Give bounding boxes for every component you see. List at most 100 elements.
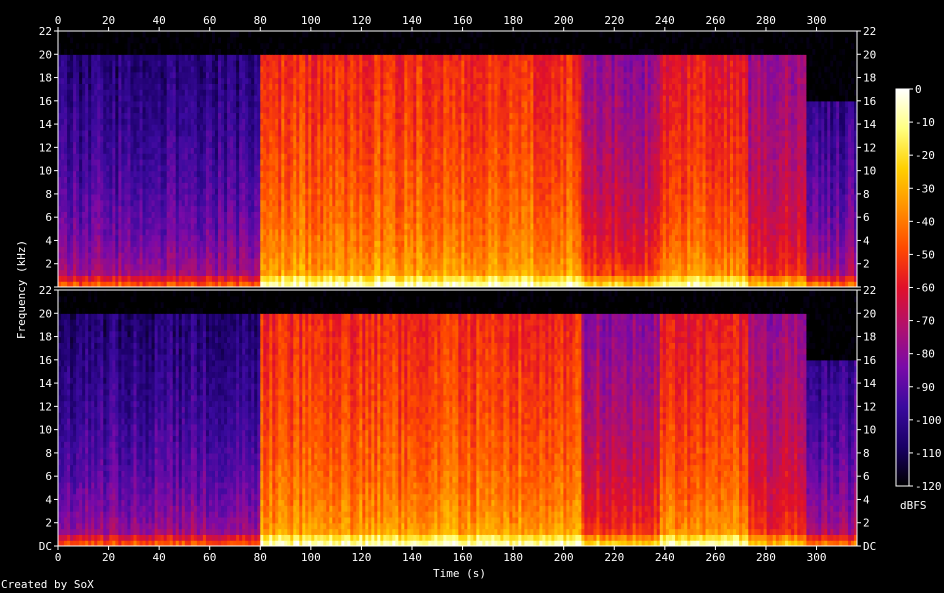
- y-tick-label-left: 20: [39, 48, 52, 61]
- y-tick-label-left: 12: [39, 400, 52, 413]
- y-tick-label-left: 18: [39, 331, 52, 344]
- y-tick-label-left: 16: [39, 95, 52, 108]
- colorbar-tick-label: -110: [915, 447, 942, 460]
- y-tick-label-right: 14: [863, 377, 877, 390]
- x-tick-label-top: 160: [453, 14, 473, 27]
- x-tick-label-bottom: 60: [203, 551, 216, 564]
- x-tick-label-bottom: 260: [705, 551, 725, 564]
- y-tick-label-right: 20: [863, 48, 876, 61]
- x-tick-label-top: 120: [351, 14, 371, 27]
- y-tick-label-left: DC: [39, 540, 52, 553]
- x-tick-label-bottom: 240: [655, 551, 675, 564]
- y-tick-label-left: 2: [45, 517, 52, 530]
- y-tick-label-right: 14: [863, 118, 877, 131]
- channel-2-plot: [58, 290, 857, 546]
- y-tick-label-right: 6: [863, 211, 870, 224]
- y-tick-label-left: 8: [45, 447, 52, 460]
- x-tick-label-bottom: 300: [807, 551, 827, 564]
- footer-credit: Created by SoX: [1, 578, 94, 591]
- x-tick-label-bottom: 80: [254, 551, 267, 564]
- y-tick-label-left: 6: [45, 211, 52, 224]
- x-tick-label-top: 300: [807, 14, 827, 27]
- colorbar-tick-label: -90: [915, 381, 935, 394]
- y-tick-label-left: 14: [39, 377, 53, 390]
- x-tick-label-bottom: 160: [453, 551, 473, 564]
- x-tick-label-bottom: 280: [756, 551, 776, 564]
- x-tick-label-top: 40: [153, 14, 166, 27]
- y-tick-label-right: 18: [863, 331, 876, 344]
- channel-1-frame: [57, 30, 858, 288]
- channel-2-segment-0: [58, 290, 261, 546]
- x-tick-label-bottom: 180: [503, 551, 523, 564]
- colorbar: [896, 89, 909, 486]
- y-tick-label-right: 8: [863, 188, 870, 201]
- channel-2-segment-3: [659, 290, 749, 546]
- x-tick-label-top: 260: [705, 14, 725, 27]
- x-tick-label-top: 20: [102, 14, 115, 27]
- channel-1-plot: [58, 31, 857, 287]
- y-tick-label-left: 12: [39, 141, 52, 154]
- y-tick-label-right: 6: [863, 470, 870, 483]
- channel-1-segment-2: [581, 31, 661, 287]
- y-tick-label-right: 10: [863, 424, 876, 437]
- y-tick-label-right: 8: [863, 447, 870, 460]
- channel-2-frame: [57, 289, 858, 547]
- channel-1-segment-0: [58, 31, 261, 287]
- y-tick-label-left: 4: [45, 234, 52, 247]
- y-tick-label-right: 22: [863, 284, 876, 297]
- channel-2-segment-2: [581, 290, 661, 546]
- x-tick-label-top: 200: [554, 14, 574, 27]
- channel-1-segment-3: [659, 31, 749, 287]
- colorbar-tick-label: -40: [915, 215, 935, 228]
- x-tick-label-top: 280: [756, 14, 776, 27]
- y-tick-label-left: 18: [39, 72, 52, 85]
- y-axis-title: Frequency (kHz): [15, 240, 28, 339]
- y-tick-label-right: 10: [863, 165, 876, 178]
- y-tick-label-left: 4: [45, 493, 52, 506]
- y-tick-label-left: 22: [39, 284, 52, 297]
- colorbar-tick-label: -30: [915, 182, 935, 195]
- y-tick-label-right: 2: [863, 258, 870, 271]
- x-tick-label-bottom: 120: [351, 551, 371, 564]
- x-tick-label-top: 100: [301, 14, 321, 27]
- x-tick-label-bottom: 200: [554, 551, 574, 564]
- colorbar-tick-label: 0: [915, 83, 922, 96]
- y-tick-label-right: 16: [863, 95, 876, 108]
- y-tick-label-right: 4: [863, 493, 870, 506]
- x-tick-label-top: 80: [254, 14, 267, 27]
- channel-1-segment-1: [260, 31, 582, 287]
- colorbar-ticks: 0 -10 -20 -30 -40 -50 -60 -70 -80 -90 -100 -110 -120: [895, 83, 942, 493]
- y-tick-label-left: 6: [45, 470, 52, 483]
- x-tick-label-bottom: 20: [102, 551, 115, 564]
- y-tick-label-right: DC: [863, 540, 876, 553]
- x-tick-label-bottom: 40: [153, 551, 166, 564]
- colorbar-tick-label: -100: [915, 414, 942, 427]
- colorbar-tick-label: -10: [915, 116, 935, 129]
- y-tick-label-left: 20: [39, 307, 52, 320]
- colorbar-tick-label: -50: [915, 248, 935, 261]
- y-tick-label-right: 4: [863, 234, 870, 247]
- y-tick-label-left: 10: [39, 165, 52, 178]
- x-axis-title: Time (s): [433, 567, 486, 580]
- y-tick-label-left: 8: [45, 188, 52, 201]
- y-tick-label-right: 18: [863, 72, 876, 85]
- channel-1-segment-5: [806, 31, 857, 287]
- y-tick-label-right: 12: [863, 400, 876, 413]
- x-tick-label-top: 140: [402, 14, 422, 27]
- y-tick-label-left: 14: [39, 118, 53, 131]
- colorbar-tick-label: -60: [915, 282, 935, 295]
- x-tick-label-top: 220: [604, 14, 624, 27]
- y-tick-label-right: 20: [863, 307, 876, 320]
- colorbar-tick-label: -120: [915, 480, 942, 493]
- x-tick-label-top: 180: [503, 14, 523, 27]
- channel-2-segment-5: [806, 290, 857, 546]
- y-tick-label-right: 12: [863, 141, 876, 154]
- y-tick-label-right: 22: [863, 25, 876, 38]
- y-tick-label-right: 2: [863, 517, 870, 530]
- x-tick-label-top: 240: [655, 14, 675, 27]
- x-tick-label-top: 60: [203, 14, 216, 27]
- channel-2-segment-4: [748, 290, 808, 546]
- colorbar-tick-label: -80: [915, 348, 935, 361]
- y-tick-label-left: 16: [39, 354, 52, 367]
